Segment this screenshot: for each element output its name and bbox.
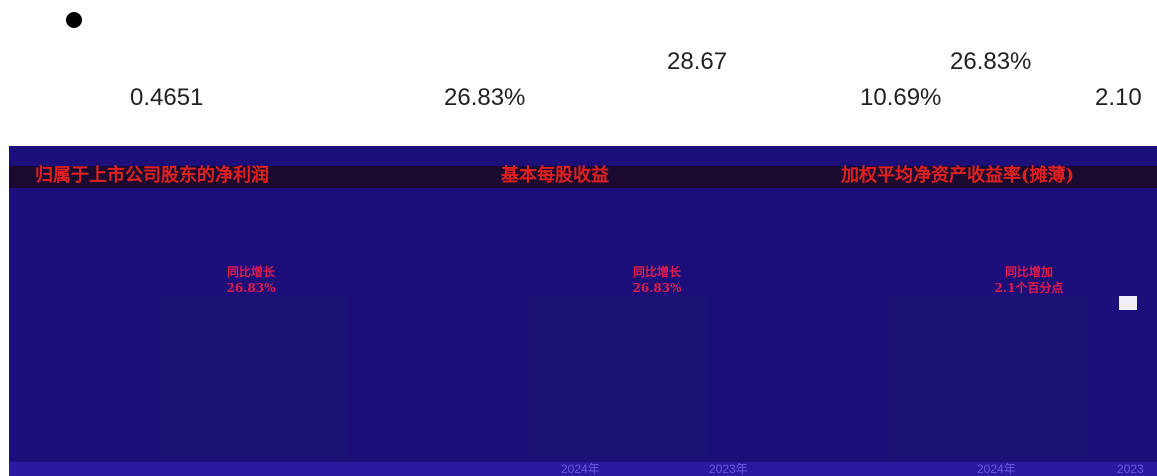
- chart-bar: [159, 296, 349, 461]
- growth-label-title: 同比增长: [226, 265, 275, 279]
- stat-value: 0.4651: [130, 84, 204, 111]
- stat-value: 26.83%: [444, 84, 526, 111]
- chart-title: 基本每股收益: [501, 165, 609, 186]
- growth-label-title: 同比增长: [632, 265, 681, 279]
- growth-label-value: 2.1个百分点: [994, 281, 1064, 295]
- stat-value: 26.83%: [950, 48, 1032, 75]
- chart-bar: [889, 296, 1089, 461]
- stat-value: 2.10: [1095, 84, 1142, 111]
- stat-value: 10.69%: [860, 84, 942, 111]
- financial-summary-banner: 归属于上市公司股东的净利润 基本每股收益 加权平均净资产收益率(摊薄) 同比增长…: [9, 146, 1157, 476]
- stat-value: 28.67: [667, 48, 728, 75]
- growth-label-value: 26.83%: [632, 281, 682, 295]
- growth-label: 同比增长 26.83%: [191, 264, 311, 296]
- growth-label-value: 26.83%: [226, 281, 276, 295]
- banner-header-strip: [9, 166, 1157, 188]
- bullet-icon: [66, 12, 82, 28]
- growth-label: 同比增长 26.83%: [597, 264, 717, 296]
- x-axis-label: 2023年: [709, 462, 748, 476]
- chart-title: 归属于上市公司股东的净利润: [35, 165, 269, 186]
- logo-mark: [1119, 296, 1137, 310]
- chart-title: 加权平均净资产收益率(摊薄): [841, 165, 1075, 186]
- growth-label: 同比增加 2.1个百分点: [969, 264, 1089, 296]
- chart-bar: [529, 296, 709, 461]
- x-axis-label: 2024年: [977, 462, 1016, 476]
- x-axis-label: 2023: [1117, 462, 1144, 476]
- x-axis-label: 2024年: [561, 462, 600, 476]
- x-axis-strip: 2024年 2023年 2024年 2023: [9, 462, 1157, 476]
- growth-label-title: 同比增加: [1004, 265, 1053, 279]
